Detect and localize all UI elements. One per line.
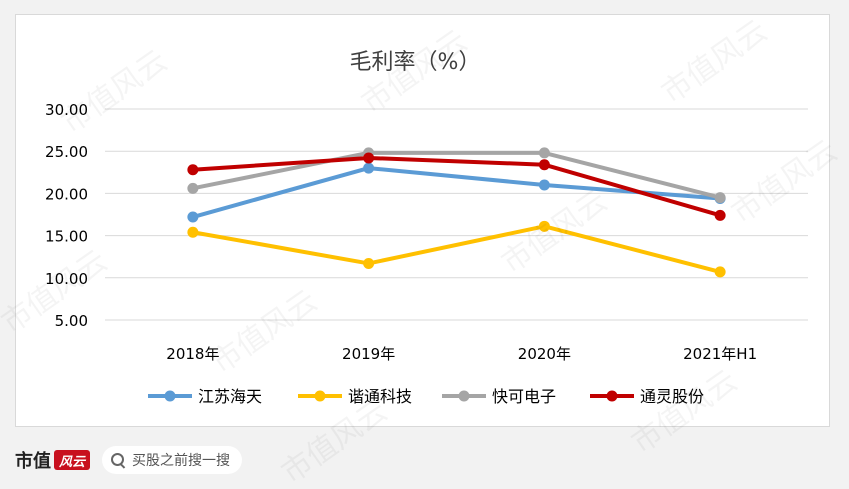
search-icon [110, 452, 126, 468]
legend-label: 通灵股份 [640, 387, 704, 406]
y-tick-label: 15.00 [45, 228, 88, 246]
data-point [187, 182, 199, 194]
series-line [190, 150, 723, 200]
legend-marker [164, 390, 176, 402]
data-point [187, 226, 199, 238]
x-tick-label: 2021年H1 [683, 345, 757, 363]
data-point [538, 179, 550, 191]
chart-title: 毛利率（%） [350, 50, 481, 75]
legend-marker [314, 390, 326, 402]
data-point [187, 211, 199, 223]
search-placeholder: 买股之前搜一搜 [132, 453, 231, 469]
legend-item: 江苏海天 [148, 387, 262, 406]
legend-label: 江苏海天 [198, 387, 262, 406]
legend-marker [606, 390, 618, 402]
y-tick-label: 10.00 [45, 270, 88, 288]
x-tick-label: 2019年 [342, 345, 395, 363]
legend-label: 快可电子 [492, 387, 556, 406]
watermark: 市值风云 [205, 283, 323, 380]
watermark: 市值风云 [655, 13, 773, 110]
search-box[interactable]: 买股之前搜一搜 [102, 446, 243, 474]
y-tick-label: 5.00 [55, 312, 88, 330]
series-line [190, 155, 723, 218]
legend-marker [458, 390, 470, 402]
legend-item: 谐通科技 [298, 387, 412, 406]
watermark: 市值风云 [725, 133, 843, 230]
data-point [714, 266, 726, 278]
series-4 [187, 152, 726, 221]
data-point [538, 159, 550, 171]
legend-item: 快可电子 [442, 387, 556, 406]
y-tick-label: 20.00 [45, 185, 88, 203]
x-tick-label: 2020年 [518, 345, 571, 363]
y-tick-label: 30.00 [45, 101, 88, 119]
y-tick-label: 25.00 [45, 143, 88, 161]
data-point [538, 220, 550, 232]
data-point [538, 147, 550, 159]
footer: 市值 风云 买股之前搜一搜 [15, 440, 415, 480]
data-point [363, 162, 375, 174]
brand-logo-mark: 风云 [54, 450, 91, 470]
data-point [187, 164, 199, 176]
series-2 [187, 220, 726, 278]
legend-item: 通灵股份 [590, 387, 704, 406]
data-point [714, 209, 726, 221]
watermark: 市值风云 [625, 363, 743, 460]
legend-label: 谐通科技 [348, 387, 412, 406]
chart-card [15, 14, 830, 427]
watermark: 市值风云 [55, 43, 173, 140]
brand-text: 市值 [15, 451, 51, 472]
brand-logo[interactable]: 市值 风云 [15, 447, 91, 473]
series-line [190, 224, 723, 274]
x-tick-label: 2018年 [166, 345, 219, 363]
data-point [363, 152, 375, 164]
data-point [363, 257, 375, 269]
data-point [714, 192, 726, 204]
